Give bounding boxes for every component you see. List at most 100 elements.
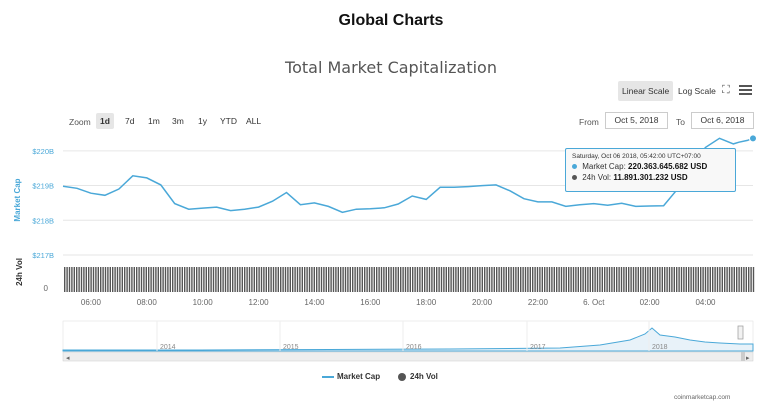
volume-bar — [736, 267, 738, 292]
volume-bar — [337, 267, 339, 292]
linear-scale-button[interactable]: Linear Scale — [618, 81, 674, 101]
zoom-all-button[interactable]: ALL — [246, 116, 262, 126]
volume-bar — [208, 267, 210, 292]
volume-bar — [630, 267, 632, 292]
volume-bar — [498, 267, 500, 292]
volume-bar — [594, 267, 596, 292]
page-title: Global Charts — [338, 12, 444, 29]
volume-bar — [164, 267, 167, 292]
scrollbar[interactable]: ◂ ▸ — [62, 351, 754, 362]
zoom-1d-button[interactable]: 1d — [96, 113, 114, 129]
volume-bar — [349, 267, 351, 292]
volume-bar — [431, 267, 433, 292]
volume-bar — [474, 267, 476, 292]
volume-bar — [193, 267, 195, 292]
volume-bar — [320, 267, 323, 292]
x-tick-label: 10:00 — [193, 298, 214, 307]
volume-bar — [599, 267, 601, 292]
volume-bar — [133, 267, 135, 292]
zoom-7d-button[interactable]: 7d — [125, 116, 135, 126]
volume-bar — [95, 267, 97, 292]
volume-bar — [392, 267, 395, 292]
volume-bar — [109, 267, 111, 292]
volume-bar — [661, 267, 663, 292]
to-label: To — [676, 117, 685, 127]
credit-link[interactable]: coinmarketcap.com — [674, 394, 731, 401]
zoom-1m-button[interactable]: 1m — [148, 116, 160, 126]
volume-bar — [191, 267, 193, 292]
y-tick-label: $217B — [32, 251, 54, 260]
menu-icon[interactable] — [739, 85, 752, 96]
volume-bar — [604, 267, 606, 292]
volume-bar — [378, 267, 380, 292]
volume-bar — [452, 267, 455, 292]
volume-bar — [462, 267, 464, 292]
volume-bar — [402, 267, 404, 292]
volume-bar — [234, 267, 236, 292]
navigator-labels: 2014 2015 2016 2017 2018 — [156, 321, 668, 351]
zoom-1y-button[interactable]: 1y — [198, 116, 207, 126]
legend-market-cap[interactable]: Market Cap — [322, 372, 380, 381]
volume-bar — [342, 267, 344, 292]
volume-bar — [344, 267, 347, 292]
log-scale-button[interactable]: Log Scale — [678, 86, 716, 96]
volume-bar — [181, 267, 183, 292]
volume-bar — [520, 267, 522, 292]
volume-bar — [268, 267, 270, 292]
market-cap-chart[interactable]: Market Cap 24h Vol 0 $217B $218B $219B $220… — [0, 130, 782, 370]
legend-market-cap-label: Market Cap — [337, 372, 381, 381]
volume-bar — [265, 267, 267, 292]
to-date-input[interactable]: Oct 6, 2018 — [691, 112, 754, 129]
volume-bar — [138, 267, 140, 292]
volume-bar — [121, 267, 123, 292]
volume-bar — [253, 267, 255, 292]
volume-bar — [140, 267, 143, 292]
volume-bar — [731, 267, 733, 292]
volume-bar — [558, 267, 560, 292]
volume-bar — [119, 267, 121, 292]
y-axis-title: Market Cap — [13, 178, 22, 221]
volume-bar — [128, 267, 131, 292]
volume-bar — [455, 267, 457, 292]
volume-bar — [419, 267, 421, 292]
volume-bar — [152, 267, 155, 292]
volume-bar — [92, 267, 95, 292]
chart-title: Total Market Capitalization — [285, 58, 497, 77]
volume-bar — [500, 267, 503, 292]
volume-bar — [85, 267, 87, 292]
tooltip-market-cap: Market Cap: 220.363.645.682 USD — [572, 162, 729, 171]
tooltip-volume: 24h Vol: 11.891.301.232 USD — [572, 173, 729, 182]
volume-bar — [174, 267, 176, 292]
volume-bar — [733, 267, 735, 292]
volume-bar — [560, 267, 563, 292]
volume-bar — [656, 267, 659, 292]
volume-bar — [505, 267, 507, 292]
fullscreen-icon[interactable]: ⛶ — [722, 84, 730, 96]
navigator[interactable]: 2014 2015 2016 2017 2018 — [62, 320, 754, 352]
navigator-handle — [737, 325, 744, 340]
volume-bar — [556, 267, 558, 292]
volume-bar — [232, 267, 234, 292]
volume-bar — [162, 267, 164, 292]
volume-bar — [299, 267, 301, 292]
volume-bar — [217, 267, 219, 292]
volume-bar — [71, 267, 73, 292]
volume-bar — [167, 267, 169, 292]
volume-bar — [205, 267, 207, 292]
volume-bar — [124, 267, 126, 292]
zoom-ytd-button[interactable]: YTD — [220, 116, 237, 126]
from-date-input[interactable]: Oct 5, 2018 — [605, 112, 668, 129]
volume-bar — [157, 267, 159, 292]
y-tick-label: $220B — [32, 147, 54, 156]
volume-bar — [102, 267, 104, 292]
volume-bar — [750, 267, 752, 292]
zoom-3m-button[interactable]: 3m — [172, 116, 184, 126]
scrollbar-track — [62, 351, 754, 362]
volume-bar — [668, 267, 671, 292]
line-icon — [322, 375, 334, 378]
volume-bar — [126, 267, 128, 292]
y-tick-labels: $217B $218B $219B $220B — [32, 147, 54, 260]
volume-bar — [659, 267, 661, 292]
volume-bar — [515, 267, 517, 292]
legend-volume[interactable]: 24h Vol — [398, 372, 438, 381]
